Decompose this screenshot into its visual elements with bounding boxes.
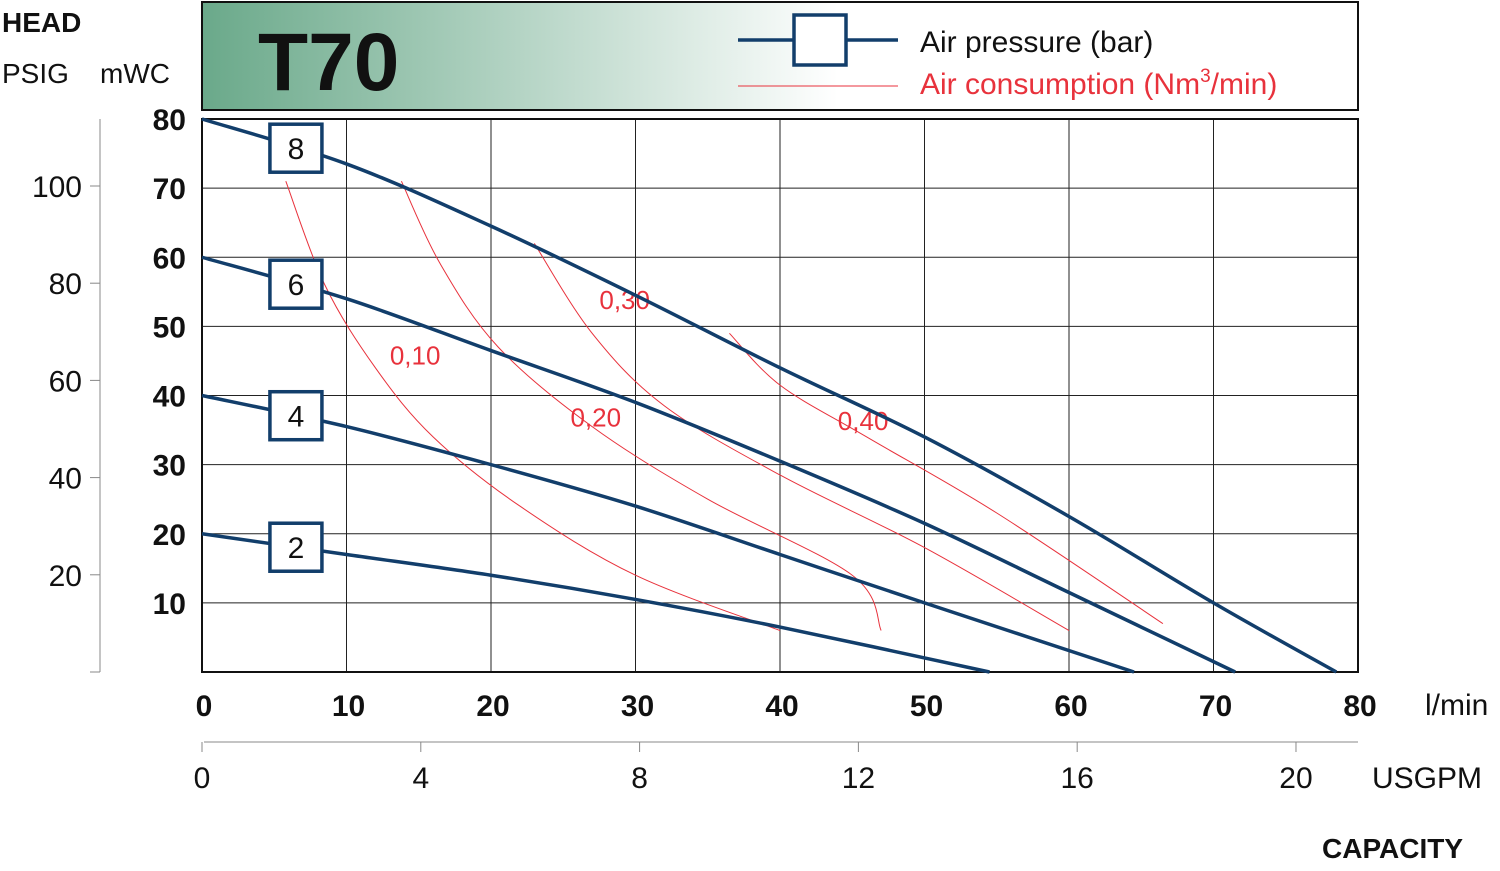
psig-tick-label: 60 bbox=[49, 365, 82, 398]
mwc-tick-label: 70 bbox=[153, 173, 186, 206]
mwc-axis: 10 20 30 40 50 60 70 80 bbox=[153, 104, 186, 621]
head-label: HEAD bbox=[2, 7, 81, 38]
mwc-label: mWC bbox=[100, 58, 170, 89]
mwc-tick-label: 10 bbox=[153, 588, 186, 621]
psig-label: PSIG bbox=[2, 58, 69, 89]
mwc-tick-label: 60 bbox=[153, 242, 186, 275]
psig-axis: 20 40 60 80 100 bbox=[32, 171, 100, 593]
consumption-label: 0,10 bbox=[390, 340, 441, 370]
grid bbox=[202, 119, 1358, 672]
consumption-curve-0-40 bbox=[729, 332, 1164, 625]
mwc-tick-label: 40 bbox=[153, 381, 186, 414]
lpm-tick-label: 0 bbox=[196, 690, 213, 723]
pressure-label: 4 bbox=[288, 401, 305, 434]
pressure-label: 8 bbox=[288, 133, 305, 166]
legend-consumption-sup: 3 bbox=[1200, 66, 1211, 87]
usgpm-tick-label: 16 bbox=[1060, 762, 1093, 795]
mwc-tick-label: 80 bbox=[153, 104, 186, 137]
pressure-curve-2 bbox=[201, 532, 990, 674]
psig-tick-label: 20 bbox=[49, 560, 82, 593]
pressure-curve-4 bbox=[201, 393, 1135, 674]
psig-tick-label: 100 bbox=[32, 171, 82, 204]
pressure-label: 2 bbox=[288, 532, 305, 565]
legend-pressure-box bbox=[792, 13, 848, 67]
legend-pressure-label: Air pressure (bar) bbox=[920, 26, 1153, 59]
psig-tick-label: 40 bbox=[49, 463, 82, 496]
usgpm-tick-label: 4 bbox=[412, 762, 429, 795]
consumption-curve-0-10 bbox=[285, 181, 781, 631]
pressure-label-box bbox=[268, 521, 324, 573]
capacity-title: CAPACITY bbox=[1322, 833, 1463, 864]
lpm-tick-label: 50 bbox=[910, 690, 943, 723]
lpm-tick-label: 10 bbox=[332, 690, 365, 723]
lpm-tick-label: 20 bbox=[476, 690, 509, 723]
mwc-tick-label: 30 bbox=[153, 450, 186, 483]
lpm-tick-label: 40 bbox=[765, 690, 798, 723]
legend: Air pressure (bar) Air consumption (Nm3/… bbox=[738, 13, 1277, 101]
pressure-curves: 8 6 4 2 bbox=[201, 117, 1338, 674]
lpm-tick-label: 60 bbox=[1054, 690, 1087, 723]
lpm-tick-label: 30 bbox=[621, 690, 654, 723]
consumption-label: 0,20 bbox=[570, 403, 621, 433]
usgpm-tick-label: 12 bbox=[842, 762, 875, 795]
lpm-unit-label: l/min bbox=[1425, 689, 1488, 722]
usgpm-tick-label: 8 bbox=[631, 762, 648, 795]
lpm-axis: 0 10 20 30 40 50 60 70 80 bbox=[196, 690, 1377, 723]
consumption-curves: 0,100,200,300,40 bbox=[285, 180, 1164, 631]
usgpm-tick-label: 20 bbox=[1279, 762, 1312, 795]
lpm-tick-label: 80 bbox=[1343, 690, 1376, 723]
consumption-curve-0-30 bbox=[533, 243, 1070, 631]
pressure-label-box bbox=[268, 389, 324, 442]
lpm-tick-label: 70 bbox=[1199, 690, 1232, 723]
legend-consumption-label: Air consumption (Nm3/min) bbox=[920, 66, 1277, 101]
usgpm-unit-label: USGPM bbox=[1372, 762, 1482, 795]
consumption-label: 0,40 bbox=[838, 406, 889, 436]
pressure-label: 6 bbox=[288, 269, 305, 302]
usgpm-tick-label: 0 bbox=[194, 762, 211, 795]
pressure-curve-8 bbox=[201, 117, 1338, 674]
psig-tick-label: 80 bbox=[49, 268, 82, 301]
title-banner bbox=[201, 1, 1359, 111]
legend-consumption-end: /min) bbox=[1211, 68, 1278, 101]
pressure-label-box bbox=[268, 122, 324, 174]
mwc-tick-label: 50 bbox=[153, 311, 186, 344]
legend-consumption-main: Air consumption (Nm bbox=[920, 68, 1200, 101]
model-title: T70 bbox=[258, 17, 399, 108]
pressure-label-box bbox=[268, 258, 324, 310]
pressure-curve-6 bbox=[201, 255, 1236, 674]
consumption-curve-0-20 bbox=[400, 180, 882, 631]
usgpm-axis: 0 4 8 12 16 20 bbox=[194, 742, 1313, 795]
mwc-tick-label: 20 bbox=[153, 519, 186, 552]
